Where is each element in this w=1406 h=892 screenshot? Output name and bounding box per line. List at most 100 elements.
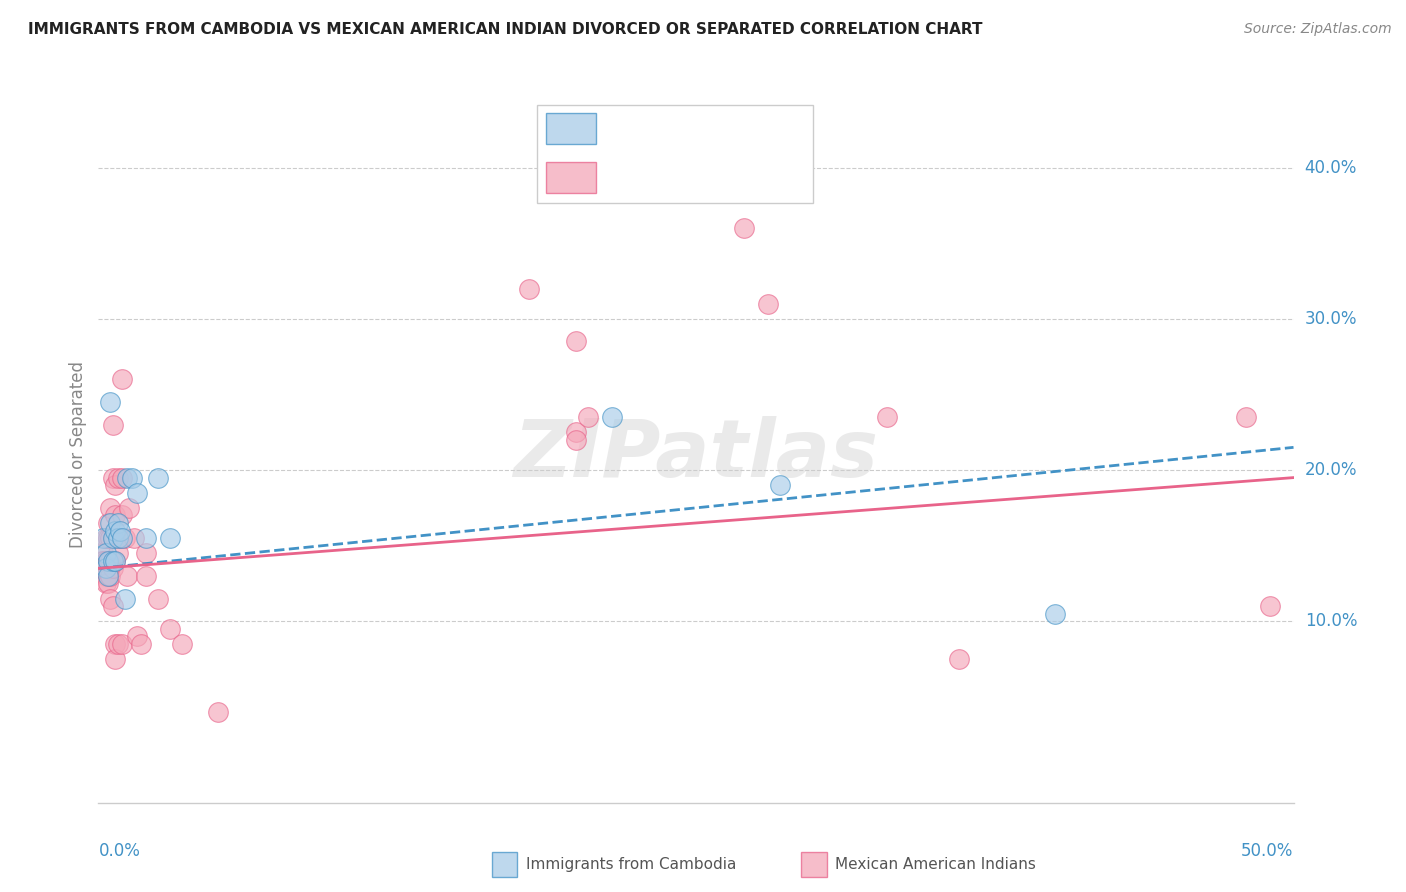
Text: 0.0%: 0.0%: [98, 842, 141, 860]
Point: [101, 417, 124, 432]
Point: [756, 296, 779, 310]
Point: [104, 508, 127, 523]
Point: [517, 281, 540, 295]
Point: [148, 470, 170, 484]
Point: [159, 531, 181, 545]
Point: [94, 569, 117, 583]
Point: [107, 531, 129, 545]
FancyBboxPatch shape: [537, 104, 813, 203]
Point: [97, 569, 120, 583]
Point: [135, 546, 157, 560]
Point: [111, 508, 134, 523]
Point: [111, 372, 134, 386]
Point: [97, 516, 120, 530]
Point: [125, 629, 148, 643]
Point: [115, 569, 138, 583]
Point: [94, 531, 117, 545]
Point: [98, 554, 122, 568]
Text: Mexican American Indians: Mexican American Indians: [835, 857, 1036, 871]
Point: [97, 531, 120, 545]
Point: [98, 516, 122, 530]
Point: [114, 591, 136, 606]
Point: [107, 516, 129, 530]
Point: [948, 652, 970, 666]
Point: [107, 637, 129, 651]
Point: [600, 410, 623, 425]
Point: [172, 637, 194, 651]
Point: [90, 561, 112, 575]
Point: [90, 554, 112, 568]
Point: [101, 531, 124, 545]
Point: [107, 546, 129, 560]
Point: [94, 576, 117, 591]
Text: ZIPatlas: ZIPatlas: [513, 416, 879, 494]
Text: 0.170: 0.170: [650, 169, 706, 186]
Point: [91, 554, 114, 568]
Point: [97, 576, 120, 591]
Point: [91, 561, 114, 575]
Text: N =: N =: [711, 169, 751, 186]
Point: [135, 531, 157, 545]
Text: 10.0%: 10.0%: [1305, 612, 1357, 631]
Bar: [546, 112, 596, 144]
Point: [565, 334, 588, 349]
Text: 50.0%: 50.0%: [1241, 842, 1294, 860]
Point: [97, 554, 120, 568]
Point: [1043, 607, 1066, 621]
Point: [1258, 599, 1281, 614]
Point: [101, 531, 124, 545]
Point: [107, 470, 129, 484]
Point: [104, 652, 127, 666]
Point: [135, 569, 157, 583]
Text: 60: 60: [748, 169, 773, 186]
Point: [131, 637, 153, 651]
Point: [565, 433, 588, 447]
Point: [207, 705, 229, 719]
Point: [104, 554, 127, 568]
Point: [125, 485, 148, 500]
Point: [118, 500, 141, 515]
Point: [91, 531, 114, 545]
Point: [576, 410, 599, 425]
Point: [97, 554, 120, 568]
Point: [876, 410, 898, 425]
Text: Immigrants from Cambodia: Immigrants from Cambodia: [526, 857, 737, 871]
Point: [94, 546, 117, 560]
Point: [148, 591, 170, 606]
Point: [121, 470, 143, 484]
Point: [565, 425, 588, 440]
Text: Source: ZipAtlas.com: Source: ZipAtlas.com: [1244, 22, 1392, 37]
Point: [101, 554, 124, 568]
Text: 0.320: 0.320: [650, 119, 706, 136]
Point: [98, 395, 122, 409]
Point: [91, 546, 114, 560]
Text: N =: N =: [711, 119, 751, 136]
Point: [94, 561, 117, 575]
Point: [98, 500, 122, 515]
Point: [98, 591, 122, 606]
Point: [111, 531, 134, 545]
Text: 20.0%: 20.0%: [1305, 461, 1357, 479]
Point: [124, 531, 146, 545]
Point: [111, 470, 134, 484]
Point: [101, 561, 124, 575]
Text: 25: 25: [748, 119, 773, 136]
Point: [1234, 410, 1257, 425]
Point: [104, 531, 127, 545]
Point: [101, 470, 124, 484]
Point: [108, 531, 131, 545]
Bar: [546, 162, 596, 193]
Point: [104, 637, 127, 651]
Text: 30.0%: 30.0%: [1305, 310, 1357, 327]
Point: [104, 524, 127, 538]
Point: [111, 637, 134, 651]
Point: [104, 554, 127, 568]
Point: [98, 569, 122, 583]
Y-axis label: Divorced or Separated: Divorced or Separated: [69, 361, 87, 549]
Point: [104, 478, 127, 492]
Point: [733, 221, 755, 235]
Point: [115, 470, 138, 484]
Text: 40.0%: 40.0%: [1305, 159, 1357, 177]
Point: [98, 531, 122, 545]
Text: IMMIGRANTS FROM CAMBODIA VS MEXICAN AMERICAN INDIAN DIVORCED OR SEPARATED CORREL: IMMIGRANTS FROM CAMBODIA VS MEXICAN AMER…: [28, 22, 983, 37]
